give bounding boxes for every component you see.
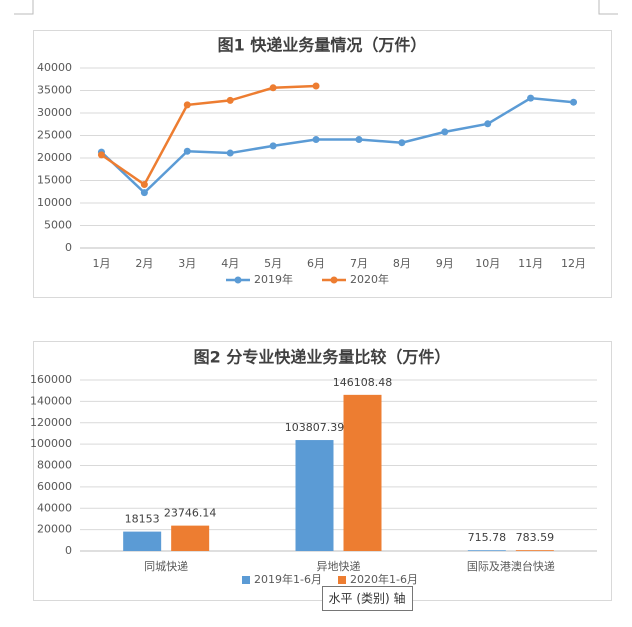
point	[269, 142, 277, 150]
x-tick-label: 异地快递	[317, 559, 361, 573]
y-tick-label: 10000	[37, 196, 72, 209]
x-tick-label: 8月	[393, 257, 411, 270]
legend-swatch	[234, 276, 242, 284]
x-tick-label: 4月	[221, 257, 239, 270]
y-tick-label: 40000	[37, 61, 72, 74]
point	[441, 128, 449, 136]
legend-swatch	[242, 576, 250, 584]
x-tick-label: 7月	[350, 257, 368, 270]
point	[226, 149, 234, 157]
point	[527, 94, 535, 102]
y-tick-label: 140000	[30, 394, 72, 407]
data-label: 783.59	[516, 531, 555, 544]
y-tick-label: 20000	[37, 151, 72, 164]
tooltip-box	[322, 586, 413, 611]
x-tick-label: 国际及港澳台快递	[467, 559, 555, 573]
x-tick-label: 9月	[436, 257, 454, 270]
series-line	[100, 96, 574, 195]
chart-title: 图1 快递业务量情况（万件）	[218, 36, 427, 55]
y-tick-label: 100000	[30, 437, 72, 450]
y-tick-label: 30000	[37, 106, 72, 119]
point	[484, 120, 492, 128]
data-label: 715.78	[468, 531, 507, 544]
legend-label: 2020年1-6月	[350, 572, 418, 586]
point	[398, 139, 406, 147]
point	[226, 96, 234, 104]
point	[312, 136, 320, 144]
x-tick-label: 同城快递	[144, 559, 188, 573]
x-tick-label: 10月	[475, 257, 500, 270]
y-tick-label: 0	[65, 544, 72, 557]
x-tick-label: 5月	[264, 257, 282, 270]
y-tick-label: 40000	[37, 501, 72, 514]
page-corner	[14, 0, 618, 15]
y-tick-label: 80000	[37, 459, 72, 472]
x-tick-label: 2月	[135, 257, 153, 270]
x-tick-label: 12月	[561, 257, 586, 270]
chart-title: 图2 分专业快递业务量比较（万件）	[194, 348, 451, 367]
point	[97, 151, 105, 159]
x-tick-label: 1月	[92, 257, 110, 270]
y-tick-label: 5000	[44, 219, 72, 232]
point	[140, 181, 148, 189]
point	[269, 84, 277, 92]
legend-label: 2020年	[350, 272, 389, 286]
point	[570, 98, 578, 106]
y-tick-label: 25000	[37, 129, 72, 142]
series-line	[100, 84, 317, 187]
point	[312, 82, 320, 90]
x-tick-label: 3月	[178, 257, 196, 270]
bar	[515, 550, 554, 551]
legend-label: 2019年	[254, 272, 293, 286]
data-label: 103807.39	[285, 421, 345, 434]
y-tick-label: 0	[65, 241, 72, 254]
bar	[295, 440, 334, 551]
legend-label: 2019年1-6月	[254, 572, 322, 586]
y-tick-label: 120000	[30, 416, 72, 429]
bar	[123, 531, 162, 551]
tooltip-text: 水平 (类别) 轴	[329, 591, 406, 606]
legend-swatch	[330, 276, 338, 284]
bar	[343, 394, 382, 551]
y-tick-label: 20000	[37, 523, 72, 536]
y-tick-label: 35000	[37, 84, 72, 97]
data-label: 23746.14	[164, 507, 217, 520]
legend-swatch	[338, 576, 346, 584]
data-label: 18153	[125, 513, 160, 526]
point	[183, 147, 191, 155]
y-tick-label: 15000	[37, 174, 72, 187]
data-label: 146108.48	[333, 376, 393, 389]
point	[355, 136, 363, 144]
chart-frame	[33, 30, 612, 298]
x-tick-label: 6月	[307, 257, 325, 270]
bar	[171, 525, 210, 551]
point	[140, 189, 148, 197]
y-tick-label: 160000	[30, 373, 72, 386]
y-tick-label: 60000	[37, 480, 72, 493]
point	[183, 101, 191, 109]
x-tick-label: 11月	[518, 257, 543, 270]
bar	[467, 550, 506, 551]
